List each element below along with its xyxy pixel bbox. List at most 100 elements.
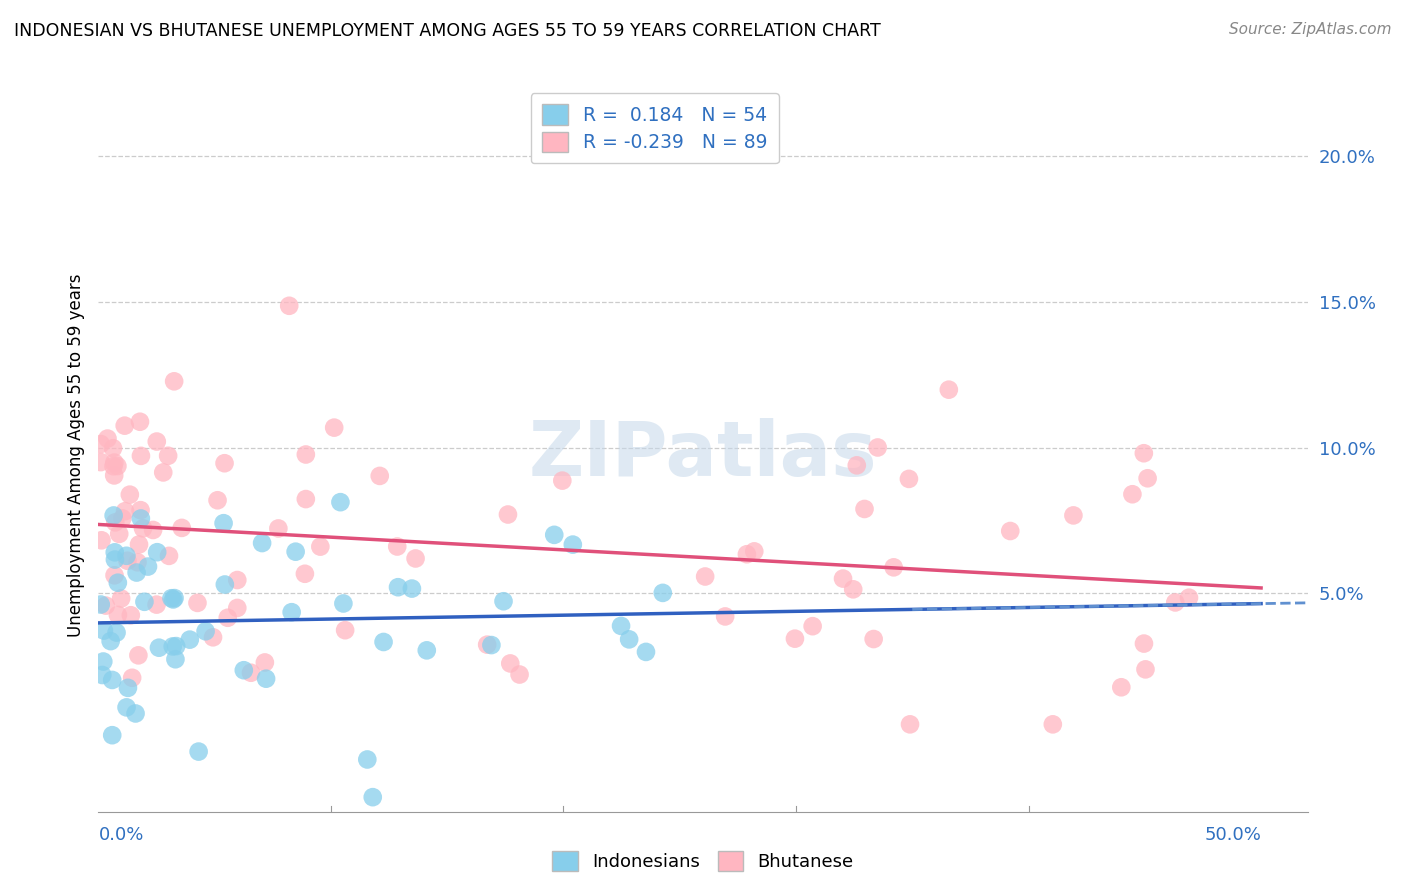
Point [163,374,186,388]
Point [866,441,889,455]
Point [160,591,183,606]
Point [1121,487,1143,501]
Point [239,665,262,680]
Point [165,639,187,653]
Text: 50.0%: 50.0% [1204,826,1261,845]
Point [142,523,165,537]
Point [226,573,249,587]
Point [1136,471,1159,485]
Point [103,456,125,470]
Text: INDONESIAN VS BHUTANESE UNEMPLOYMENT AMONG AGES 55 TO 59 YEARS CORRELATION CHART: INDONESIAN VS BHUTANESE UNEMPLOYMENT AMO… [14,22,880,40]
Point [295,448,318,462]
Point [91,668,114,682]
Point [883,560,905,574]
Point [104,552,127,566]
Point [104,516,127,530]
Point [1133,636,1156,650]
Point [1062,508,1084,523]
Point [114,504,136,518]
Point [284,544,307,558]
Point [481,638,503,652]
Point [202,630,225,644]
Point [146,434,169,449]
Point [217,611,239,625]
Text: 0.0%: 0.0% [98,826,143,845]
Point [170,521,193,535]
Point [853,502,876,516]
Point [387,540,409,554]
Point [94,599,117,613]
Point [118,488,141,502]
Point [146,545,169,559]
Point [90,437,112,451]
Point [496,508,519,522]
Point [832,572,855,586]
Point [862,632,884,646]
Point [148,640,170,655]
Point [845,458,868,473]
Point [295,491,318,506]
Point [120,608,142,623]
Point [93,624,115,638]
Point [254,672,277,686]
Point [617,632,640,647]
Point [801,619,824,633]
Point [1000,524,1022,538]
Point [136,559,159,574]
Point [214,456,236,470]
Point [91,655,114,669]
Point [162,640,184,654]
Point [543,528,565,542]
Point [651,586,673,600]
Point [128,537,150,551]
Point [551,474,574,488]
Point [103,468,125,483]
Point [1042,717,1064,731]
Point [897,472,920,486]
Point [132,521,155,535]
Point [253,656,276,670]
Point [90,533,112,548]
Point [332,597,354,611]
Point [499,657,522,671]
Point [226,601,249,615]
Point [108,527,131,541]
Point [101,728,124,742]
Point [323,420,346,434]
Point [110,591,132,606]
Point [194,624,217,639]
Point [416,643,439,657]
Point [309,540,332,554]
Point [162,592,184,607]
Point [267,521,290,535]
Point [129,415,152,429]
Point [105,625,128,640]
Point [356,752,378,766]
Point [368,469,391,483]
Point [115,549,138,563]
Point [179,632,201,647]
Point [610,619,633,633]
Point [165,652,187,666]
Point [475,638,498,652]
Point [1133,446,1156,460]
Point [294,566,316,581]
Point [115,700,138,714]
Point [107,607,129,622]
Point [157,449,180,463]
Point [117,681,139,695]
Point [1135,662,1157,676]
Point [401,582,423,596]
Point [212,516,235,531]
Point [129,511,152,525]
Point [938,383,960,397]
Point [101,673,124,687]
Point [157,549,180,563]
Point [1164,595,1187,609]
Point [103,568,125,582]
Point [898,717,921,731]
Legend: Indonesians, Bhutanese: Indonesians, Bhutanese [546,844,860,879]
Point [117,554,139,568]
Point [280,605,302,619]
Point [125,566,148,580]
